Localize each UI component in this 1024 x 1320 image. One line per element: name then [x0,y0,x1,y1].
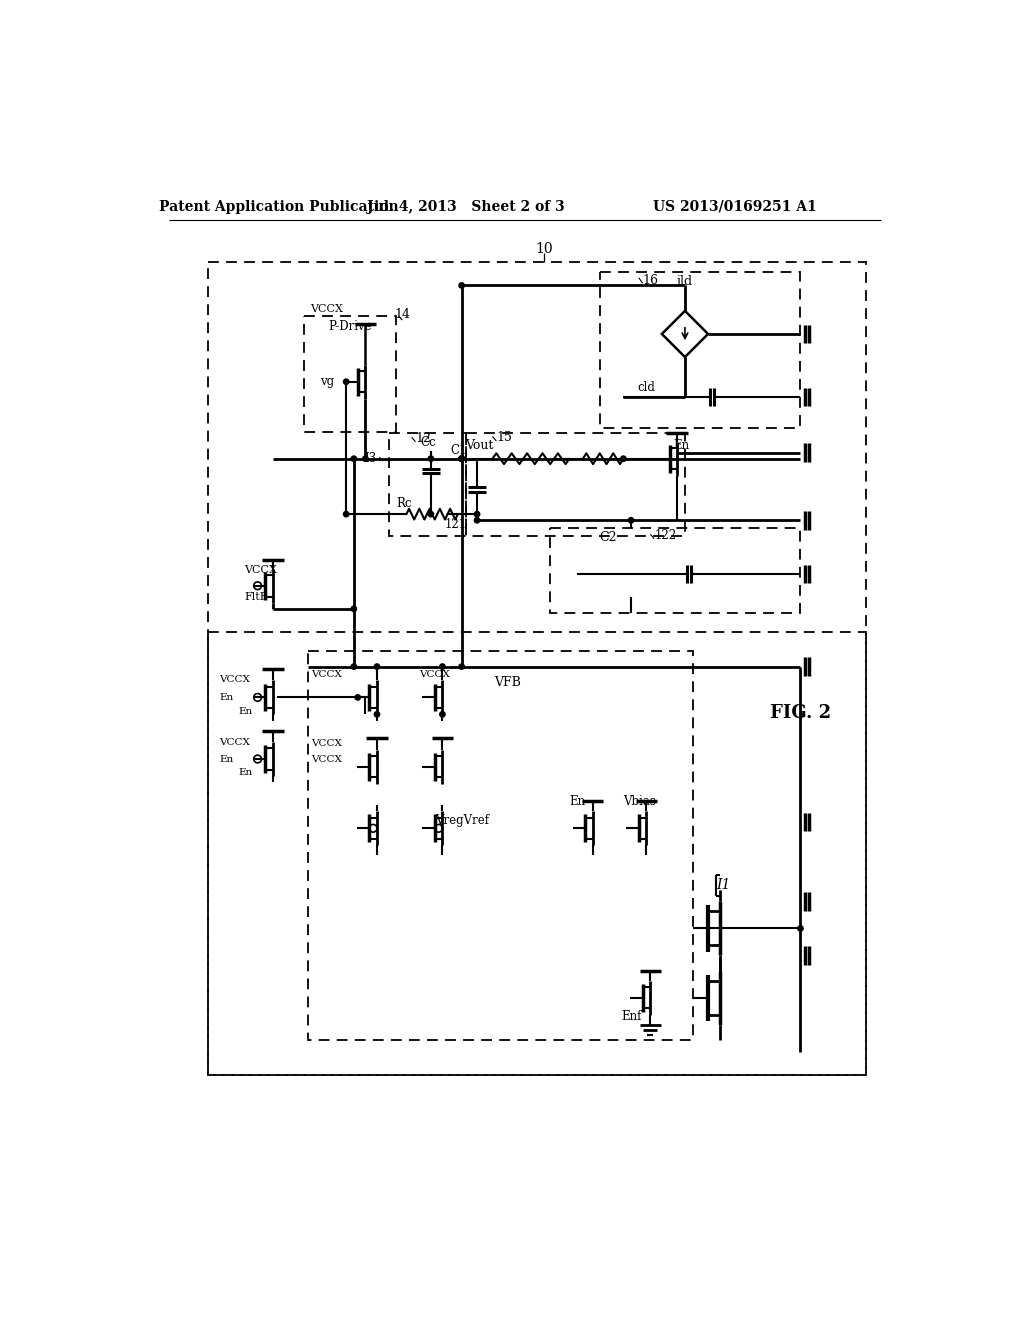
Circle shape [459,455,464,462]
Text: 10: 10 [536,243,553,256]
Text: 121: 121 [444,517,467,531]
Circle shape [439,664,445,669]
Text: ild: ild [677,275,693,288]
Text: C1: C1 [451,445,467,458]
Text: 12: 12 [416,432,431,445]
Circle shape [351,455,356,462]
Text: US 2013/0169251 A1: US 2013/0169251 A1 [653,199,817,214]
Text: I3: I3 [365,453,377,465]
Circle shape [374,664,380,669]
Text: VCCX: VCCX [310,305,343,314]
Text: Jul. 4, 2013   Sheet 2 of 3: Jul. 4, 2013 Sheet 2 of 3 [367,199,564,214]
Circle shape [428,511,433,517]
Bar [388,433,466,536]
Text: VCCX: VCCX [311,669,342,678]
Text: VCCX: VCCX [219,676,250,684]
Circle shape [621,455,626,462]
Bar [208,632,866,1074]
Text: VFB: VFB [495,676,521,689]
Circle shape [459,455,464,462]
Bar [600,272,801,428]
Bar [466,433,685,536]
Circle shape [474,517,480,523]
Circle shape [459,282,464,288]
Text: Rc: Rc [396,496,412,510]
Circle shape [459,455,464,462]
Circle shape [439,711,445,717]
Circle shape [343,511,349,517]
Text: En: En [219,755,233,763]
Bar [307,651,692,1040]
Text: VregVref: VregVref [434,814,488,828]
Circle shape [355,694,360,700]
Circle shape [629,517,634,523]
Text: Vbias: Vbias [624,795,656,808]
Text: En: En [674,440,689,453]
Bar [208,263,866,1074]
Text: P-Drive: P-Drive [329,319,372,333]
Text: I1: I1 [716,878,731,891]
Circle shape [459,455,464,462]
Circle shape [798,925,803,931]
Text: 14: 14 [394,308,411,321]
Text: En: En [239,768,253,777]
Circle shape [428,455,433,462]
Text: Vout: Vout [466,440,494,453]
Text: En: En [219,693,233,702]
Text: VCCX: VCCX [245,565,278,574]
Text: VCCX: VCCX [419,669,451,678]
Text: 15: 15 [497,432,512,445]
Text: Cc: Cc [420,436,435,449]
Text: 122: 122 [654,529,676,543]
Text: C2: C2 [599,531,616,544]
Circle shape [351,606,356,611]
Bar [304,317,396,432]
Text: cld: cld [638,380,655,393]
Text: En: En [569,795,586,808]
Circle shape [374,711,380,717]
Text: VCCX: VCCX [219,738,250,747]
Circle shape [459,664,464,669]
Text: Enf: Enf [621,1010,641,1023]
Text: VCCX: VCCX [311,755,342,763]
Text: FltF: FltF [245,593,268,602]
Text: vg: vg [321,375,335,388]
Text: En: En [239,706,253,715]
Circle shape [474,511,480,517]
Circle shape [343,379,349,384]
Bar [550,528,801,612]
Circle shape [351,664,356,669]
Circle shape [362,455,368,462]
Text: FIG. 2: FIG. 2 [770,704,831,722]
Text: Patent Application Publication: Patent Application Publication [159,199,398,214]
Text: 16: 16 [643,273,658,286]
Text: VCCX: VCCX [311,739,342,748]
